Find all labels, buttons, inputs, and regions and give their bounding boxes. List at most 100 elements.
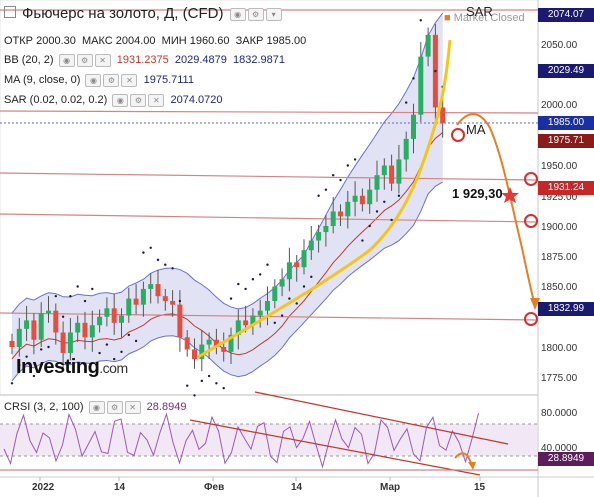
gear-icon[interactable]: ⚙ bbox=[103, 73, 120, 87]
sar-dot bbox=[83, 299, 87, 303]
candle bbox=[213, 339, 219, 347]
sar-dot bbox=[164, 263, 167, 266]
collapse-icon[interactable] bbox=[4, 6, 16, 19]
candle bbox=[177, 304, 183, 338]
candle bbox=[265, 301, 270, 311]
level-circle-1931 bbox=[524, 172, 538, 186]
sar-dot bbox=[266, 263, 269, 266]
sar-dot bbox=[302, 285, 306, 288]
candle bbox=[396, 159, 402, 184]
x-tick: 14 bbox=[291, 482, 303, 493]
sar-dot bbox=[383, 200, 386, 203]
sar-dot bbox=[375, 210, 379, 213]
candle bbox=[352, 195, 358, 202]
eye-icon[interactable]: ◉ bbox=[229, 7, 246, 21]
sar-dot bbox=[18, 363, 21, 367]
candle bbox=[192, 349, 197, 360]
candle bbox=[119, 315, 124, 323]
candle bbox=[286, 262, 292, 280]
sar-dot bbox=[339, 178, 342, 182]
crsi-legend: CRSI (3, 2, 100) ◉ ⚙ ✕ 28.8949 bbox=[4, 400, 187, 414]
close-icon[interactable]: ✕ bbox=[148, 93, 165, 107]
candle bbox=[67, 332, 73, 354]
sar-dot bbox=[32, 374, 36, 378]
candle bbox=[425, 34, 431, 57]
sar-dot bbox=[215, 382, 218, 385]
candle bbox=[440, 107, 446, 124]
candle bbox=[403, 138, 409, 160]
candle bbox=[170, 301, 176, 305]
gear-icon[interactable]: ⚙ bbox=[130, 93, 147, 107]
y-tick: 1800.00 bbox=[541, 343, 578, 354]
candle bbox=[140, 288, 146, 305]
y-tick: 1950.00 bbox=[541, 161, 578, 172]
sar-dot bbox=[237, 282, 240, 286]
sar-dot bbox=[280, 314, 284, 317]
sar-dot bbox=[273, 321, 276, 324]
sar-dot bbox=[412, 77, 415, 80]
candle bbox=[155, 284, 161, 297]
close-icon[interactable]: ✕ bbox=[124, 400, 141, 414]
y-tick: 1900.00 bbox=[541, 222, 578, 233]
sar-dot bbox=[222, 386, 225, 390]
candle bbox=[279, 279, 285, 287]
y-tick: 1775.00 bbox=[541, 373, 578, 384]
candle bbox=[308, 240, 314, 251]
gear-icon[interactable]: ⚙ bbox=[76, 53, 93, 67]
y-tick: 1850.00 bbox=[541, 282, 578, 293]
sar-dot bbox=[186, 384, 189, 387]
level-circle-1900 bbox=[524, 214, 538, 228]
price-tag-bb-lower: 1931.24 bbox=[538, 181, 594, 195]
candle bbox=[89, 325, 95, 338]
sar-legend: SAR (0.02, 0.02, 0.2) ◉ ⚙ ✕ 2074.0720 bbox=[4, 93, 223, 107]
sar-annotation: SAR bbox=[466, 4, 493, 19]
ma-legend: MA (9, close, 0) ◉ ⚙ ✕ 1975.7111 bbox=[4, 73, 194, 87]
sar-dot bbox=[346, 164, 349, 167]
candle bbox=[31, 320, 37, 340]
bb-legend: BB (20, 2) ◉ ⚙ ✕ 1931.2375 2029.4879 1832.… bbox=[4, 53, 285, 67]
candle bbox=[104, 308, 110, 317]
price-tag-sar: 2074.07 bbox=[538, 8, 594, 22]
sar-dot bbox=[47, 345, 50, 349]
price-tag-bb-middle: 1832.99 bbox=[538, 302, 594, 316]
sar-dot bbox=[54, 294, 57, 298]
eye-icon[interactable]: ◉ bbox=[112, 93, 129, 107]
crsi-channel bbox=[189, 391, 509, 476]
candle bbox=[221, 347, 227, 352]
eye-icon[interactable]: ◉ bbox=[58, 53, 75, 67]
close-icon[interactable]: ✕ bbox=[94, 53, 111, 67]
sar-dot bbox=[419, 19, 422, 22]
y-tick: 2000.00 bbox=[541, 100, 578, 111]
candle bbox=[97, 316, 103, 326]
candle bbox=[46, 310, 51, 314]
x-tick: 14 bbox=[114, 482, 126, 493]
candle bbox=[126, 298, 132, 316]
sar-dot bbox=[397, 194, 401, 197]
candle bbox=[9, 340, 15, 347]
sar-dot bbox=[390, 218, 393, 222]
y-tick: 1875.00 bbox=[541, 252, 578, 263]
chevron-down-icon[interactable]: ▾ bbox=[265, 7, 282, 21]
eye-icon[interactable]: ◉ bbox=[88, 400, 105, 414]
gear-icon[interactable]: ⚙ bbox=[106, 400, 123, 414]
candle bbox=[272, 286, 278, 302]
ma-annotation: MA bbox=[466, 122, 486, 137]
gear-icon[interactable]: ⚙ bbox=[247, 7, 264, 21]
sar-dot bbox=[91, 287, 94, 291]
sar-dot bbox=[105, 343, 109, 346]
eye-icon[interactable]: ◉ bbox=[85, 73, 102, 87]
sar-dot bbox=[98, 351, 101, 355]
sar-dot bbox=[134, 339, 138, 343]
candle bbox=[381, 165, 387, 176]
close-icon[interactable]: ✕ bbox=[121, 73, 138, 87]
candle bbox=[294, 262, 300, 268]
chart-title: Фьючерс на золото, Д, (CFD) bbox=[22, 5, 224, 22]
sar-dot bbox=[405, 101, 408, 104]
sar-dot bbox=[244, 287, 247, 291]
candle bbox=[82, 322, 88, 338]
candle bbox=[323, 226, 329, 233]
trend-arc bbox=[197, 39, 452, 359]
sar-dot bbox=[149, 246, 152, 249]
candle bbox=[228, 334, 234, 352]
